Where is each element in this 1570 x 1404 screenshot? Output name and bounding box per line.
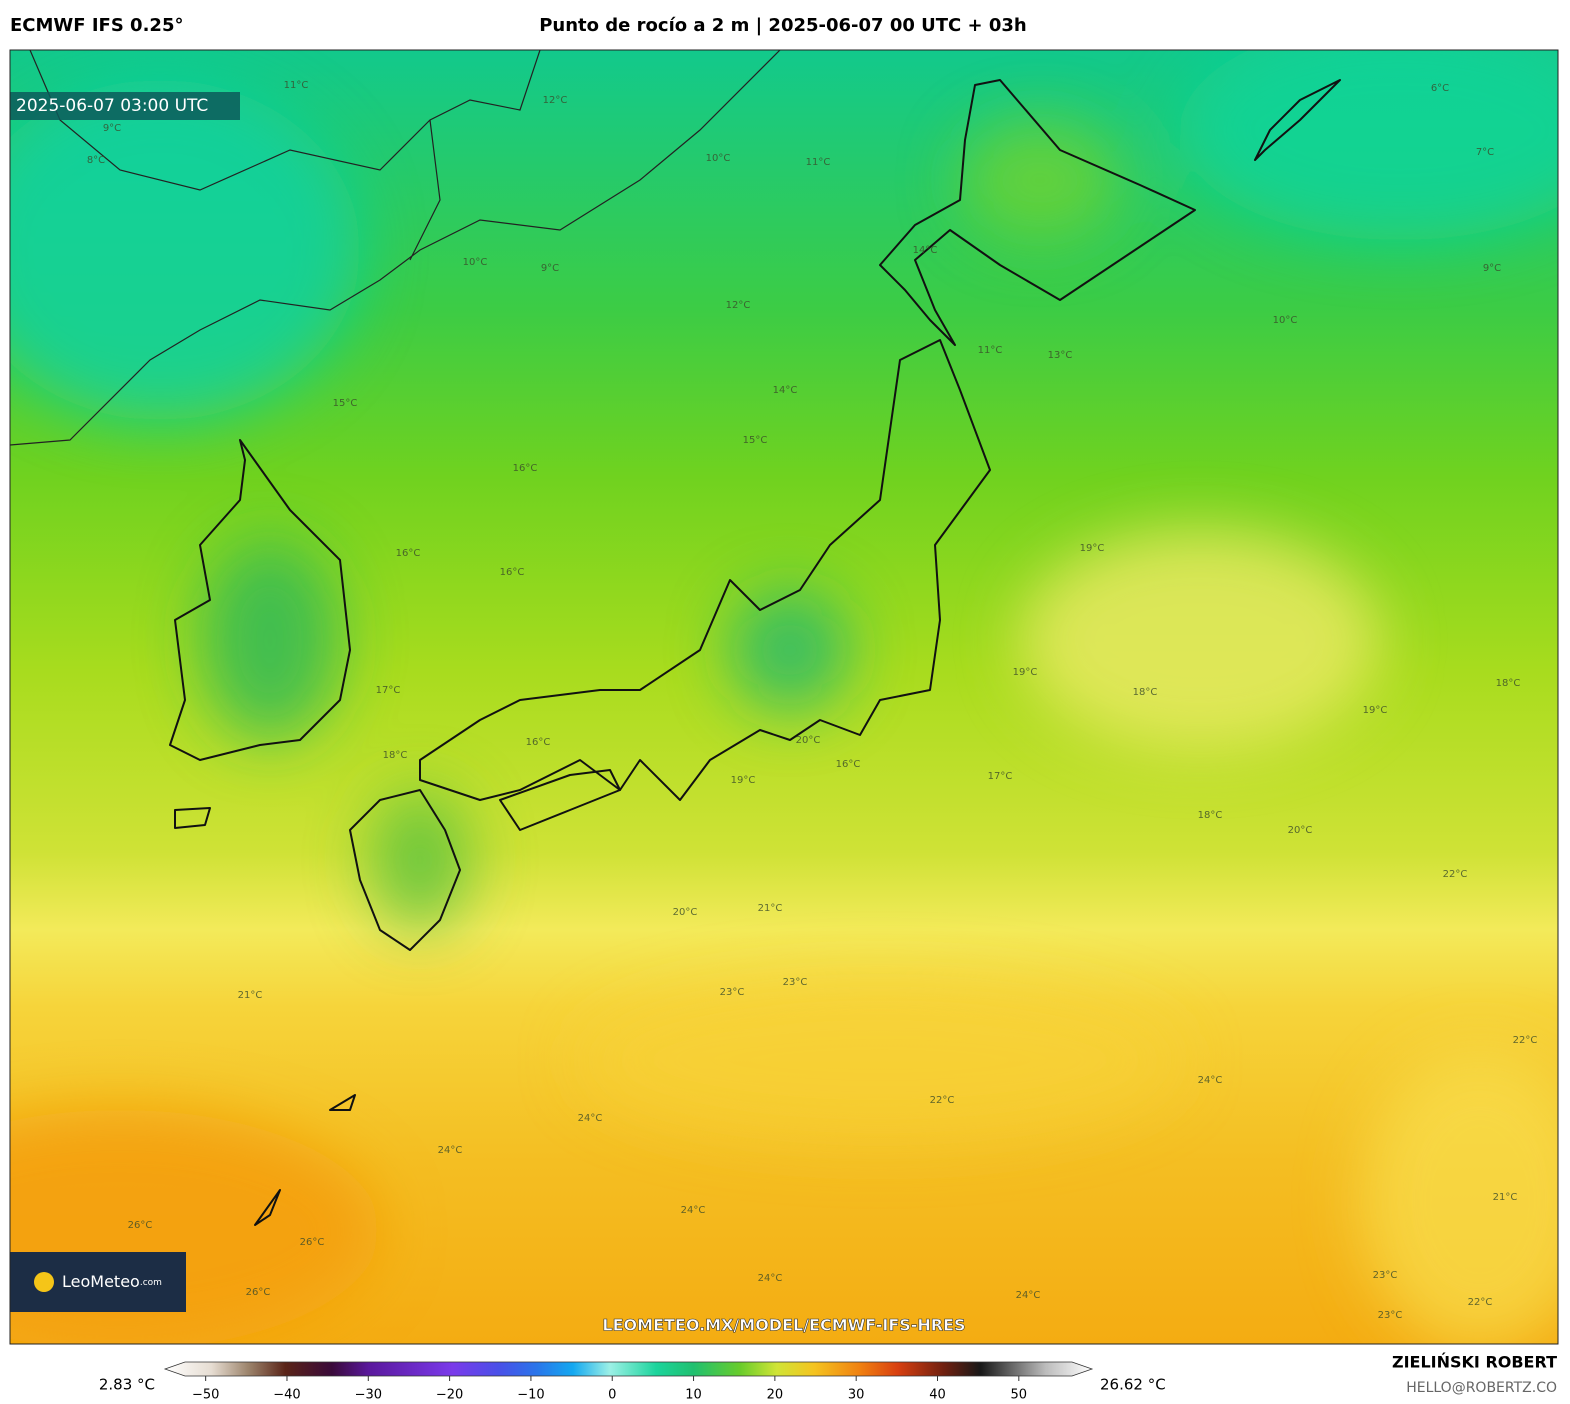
contour-label: 23°C bbox=[783, 977, 808, 988]
logo-sun bbox=[34, 1272, 54, 1292]
contour-label: 23°C bbox=[720, 987, 745, 998]
contour-label: 11°C bbox=[978, 345, 1003, 356]
contour-label: 24°C bbox=[1198, 1075, 1223, 1086]
contour-label: 14°C bbox=[773, 385, 798, 396]
contour-label: 19°C bbox=[1080, 543, 1105, 554]
colorbar-tick-label: 50 bbox=[1011, 1388, 1028, 1403]
contour-label: 23°C bbox=[1378, 1310, 1403, 1321]
contour-label: 9°C bbox=[1483, 263, 1501, 274]
contour-label: 19°C bbox=[1013, 667, 1038, 678]
time-box bbox=[10, 92, 240, 120]
contour-label: 11°C bbox=[806, 157, 831, 168]
contour-label: 16°C bbox=[513, 463, 538, 474]
colorbar-tick-label: −40 bbox=[273, 1388, 300, 1403]
contour-label: 14°C bbox=[913, 245, 938, 256]
contour-label: 6°C bbox=[1431, 83, 1449, 94]
contour-label: 16°C bbox=[836, 759, 861, 770]
contour-label: 10°C bbox=[1273, 315, 1298, 326]
contour-label: 24°C bbox=[578, 1113, 603, 1124]
colorbar-tick-label: −20 bbox=[436, 1388, 463, 1403]
contour-label: 20°C bbox=[1288, 825, 1313, 836]
model-name: ECMWF IFS 0.25° bbox=[10, 15, 183, 36]
contour-label: 18°C bbox=[1198, 810, 1223, 821]
contour-label: 11°C bbox=[284, 80, 309, 91]
colorbar-tick-label: 30 bbox=[848, 1388, 865, 1403]
colorbar-tick-label: 40 bbox=[929, 1388, 946, 1403]
contour-label: 26°C bbox=[246, 1287, 271, 1298]
contour-label: 24°C bbox=[438, 1145, 463, 1156]
contour-label: 13°C bbox=[1048, 350, 1073, 361]
contour-label: 8°C bbox=[87, 155, 105, 166]
colorbar-tick-label: 0 bbox=[608, 1388, 616, 1403]
contour-label: 24°C bbox=[681, 1205, 706, 1216]
contour-label: 23°C bbox=[1373, 1270, 1398, 1281]
contour-label: 10°C bbox=[463, 257, 488, 268]
colorbar-tick-label: 10 bbox=[685, 1388, 702, 1403]
email: HELLO@ROBERTZ.CO bbox=[1406, 1380, 1557, 1396]
max-label: 26.62 °C bbox=[1100, 1376, 1166, 1394]
contour-label: 26°C bbox=[300, 1237, 325, 1248]
colorbar-ticks: −50 −40 −30 −20 −10 0 10 20 30 40 50 bbox=[192, 1376, 1027, 1403]
min-label: 2.83 °C bbox=[99, 1376, 155, 1394]
watermark: LEOMETEO.MX/MODEL/ECMWF-IFS-HRES bbox=[602, 1316, 965, 1335]
contour-label: 10°C bbox=[706, 153, 731, 164]
contour-label: 16°C bbox=[396, 548, 421, 559]
contour-label: 20°C bbox=[796, 735, 821, 746]
shikoku-coast bbox=[499, 769, 621, 831]
jeju-coast bbox=[174, 807, 211, 829]
colorbar-tick-label: −30 bbox=[355, 1388, 382, 1403]
author: ZIELIŃSKI ROBERT bbox=[1392, 1353, 1557, 1372]
contour-label: 26°C bbox=[128, 1220, 153, 1231]
map-title: Punto de rocío a 2 m | 2025-06-07 00 UTC… bbox=[539, 15, 1027, 36]
contour-label: 15°C bbox=[743, 435, 768, 446]
contour-labels: 9°C 8°C 11°C 12°C 10°C 11°C 9°C 10°C 14°C 12°C 11°… bbox=[87, 80, 1538, 1321]
contour-label: 9°C bbox=[103, 123, 121, 134]
contour-label: 9°C bbox=[541, 263, 559, 274]
logo: LeoMeteo.com bbox=[62, 1272, 162, 1291]
contour-label: 17°C bbox=[988, 771, 1013, 782]
contour-label: 7°C bbox=[1476, 147, 1494, 158]
contour-label: 20°C bbox=[673, 907, 698, 918]
contour-label: 24°C bbox=[758, 1273, 783, 1284]
colorbar-tick-label: 20 bbox=[767, 1388, 784, 1403]
valid-time: 2025-06-07 03:00 UTC bbox=[16, 96, 208, 116]
sakhalin-coast bbox=[1254, 79, 1341, 161]
hokkaido-coast bbox=[879, 79, 1196, 346]
contour-label: 22°C bbox=[1513, 1035, 1538, 1046]
contour-label: 18°C bbox=[1133, 687, 1158, 698]
contour-label: 12°C bbox=[543, 95, 568, 106]
contour-label: 16°C bbox=[500, 567, 525, 578]
contour-label: 21°C bbox=[1493, 1192, 1518, 1203]
ryukyu-coast bbox=[254, 1094, 356, 1226]
kyushu-coast bbox=[349, 789, 461, 951]
contour-label: 22°C bbox=[930, 1095, 955, 1106]
colorbar-tick-label: −50 bbox=[192, 1388, 219, 1403]
contour-label: 24°C bbox=[1016, 1290, 1041, 1301]
contour-label: 16°C bbox=[526, 737, 551, 748]
contour-label: 21°C bbox=[758, 903, 783, 914]
map-frame bbox=[9, 49, 1559, 1345]
honshu-coast bbox=[419, 339, 991, 801]
contour-label: 18°C bbox=[383, 750, 408, 761]
contour-label: 19°C bbox=[1363, 705, 1388, 716]
colorbar bbox=[163, 1361, 1094, 1377]
contour-label: 21°C bbox=[238, 990, 263, 1001]
contour-label: 18°C bbox=[1496, 678, 1521, 689]
contour-label: 22°C bbox=[1468, 1297, 1493, 1308]
contour-label: 19°C bbox=[731, 775, 756, 786]
contour-label: 17°C bbox=[376, 685, 401, 696]
colorbar-tick-label: −10 bbox=[517, 1388, 544, 1403]
map: 9°C 8°C 11°C 12°C 10°C 11°C 9°C 10°C 14°C 12°C 11°… bbox=[10, 50, 1558, 1344]
korea-coast bbox=[169, 439, 351, 761]
contour-label: 12°C bbox=[726, 300, 751, 311]
contour-label: 15°C bbox=[333, 398, 358, 409]
contour-label: 22°C bbox=[1443, 869, 1468, 880]
